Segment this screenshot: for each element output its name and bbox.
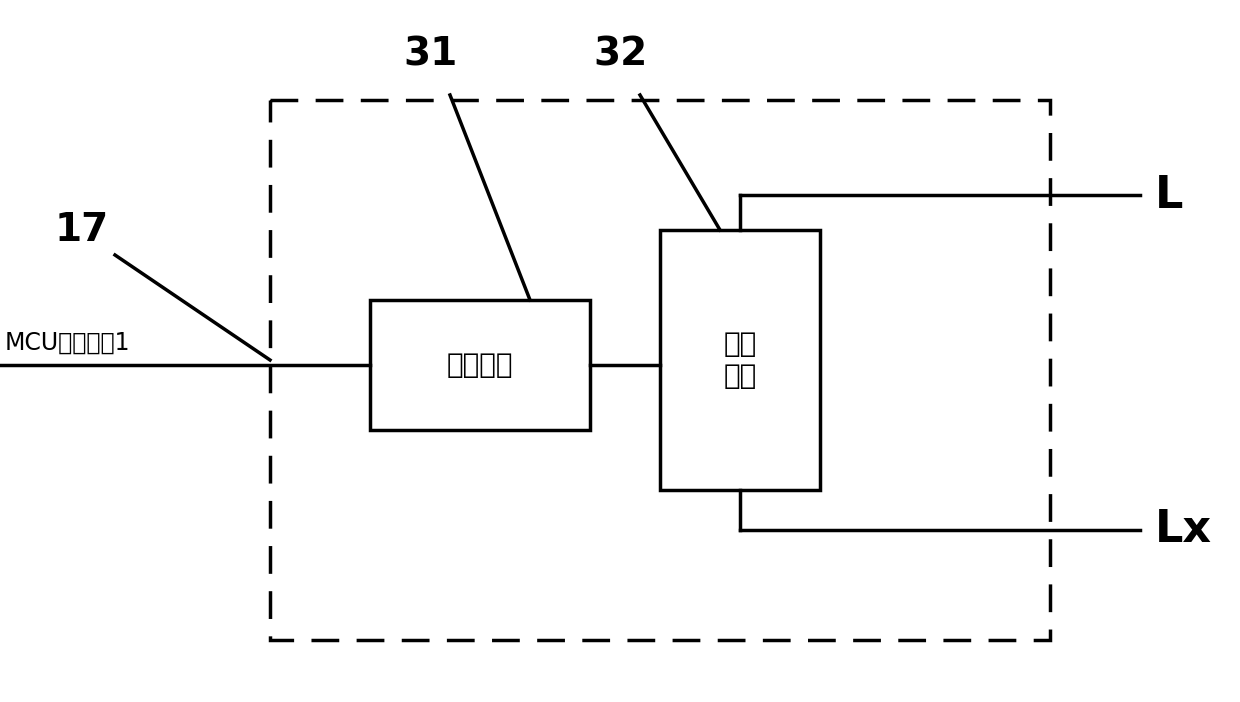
Text: Lx: Lx bbox=[1154, 508, 1213, 552]
Text: 31: 31 bbox=[403, 36, 458, 74]
Bar bbox=[370, 300, 590, 430]
Text: MCU控制信号1: MCU控制信号1 bbox=[5, 331, 130, 355]
Bar bbox=[270, 100, 1050, 640]
Text: 32: 32 bbox=[593, 36, 647, 74]
Text: 驱动电路: 驱动电路 bbox=[446, 351, 513, 379]
Text: 开关
电路: 开关 电路 bbox=[723, 330, 756, 390]
Text: L: L bbox=[1154, 173, 1183, 216]
Bar bbox=[660, 230, 820, 490]
Text: 17: 17 bbox=[55, 211, 109, 249]
